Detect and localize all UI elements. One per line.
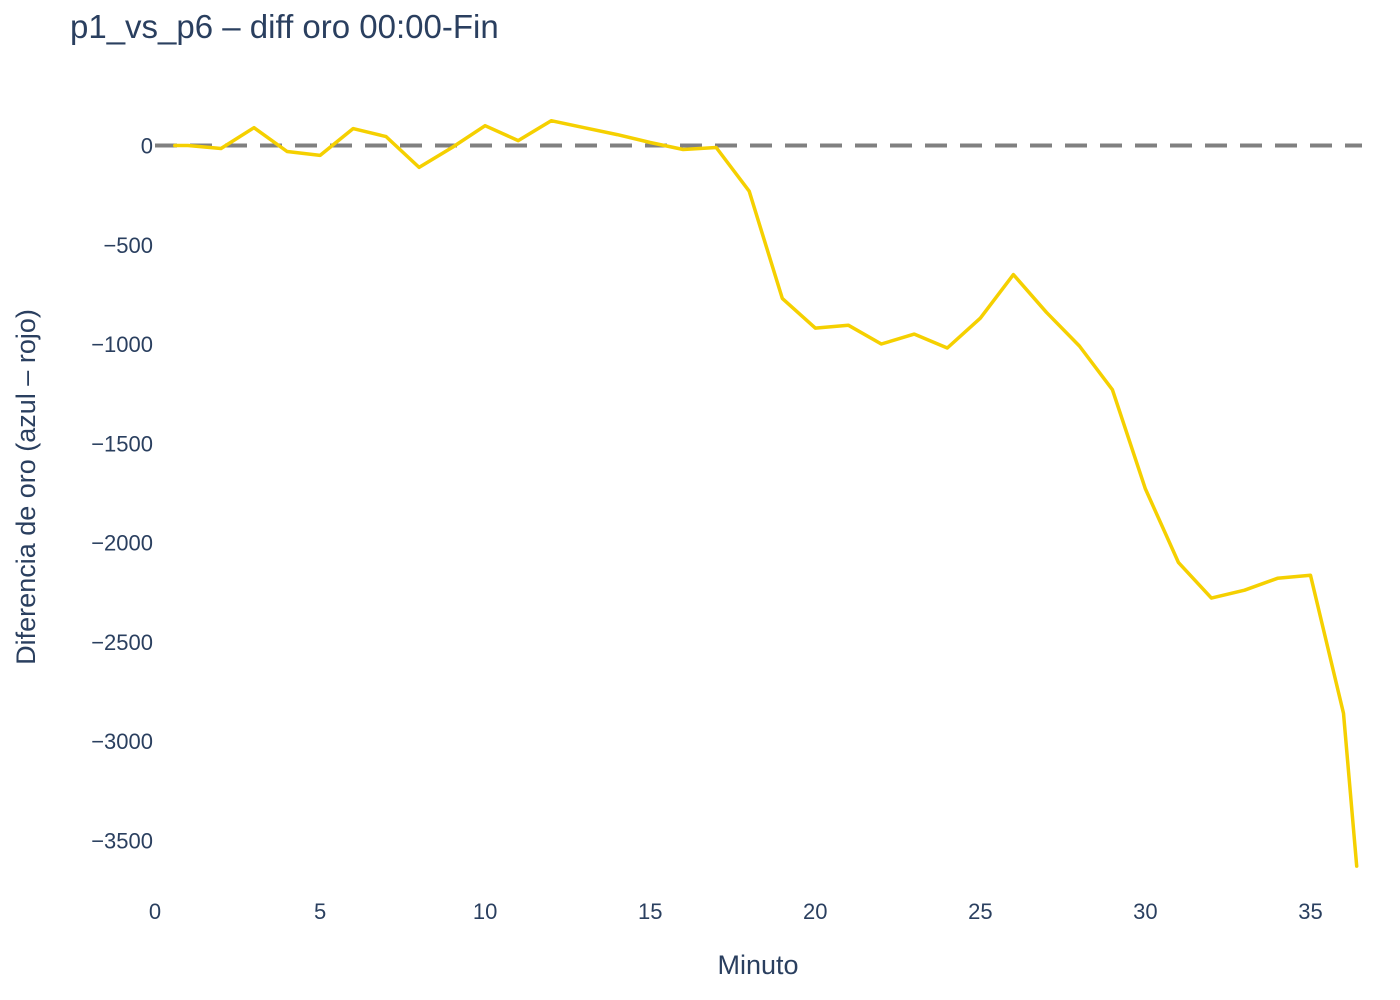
x-tick-label: 0: [149, 899, 161, 924]
x-tick-label: 35: [1298, 899, 1322, 924]
y-tick-label: −3500: [91, 828, 153, 853]
x-tick-label: 15: [638, 899, 662, 924]
x-tick-label: 10: [473, 899, 497, 924]
y-axis-title: Diferencia de oro (azul – rojo): [11, 309, 41, 665]
series-line-0: [173, 118, 1359, 868]
x-axis-title: Minuto: [717, 950, 798, 980]
x-tick-label: 25: [968, 899, 992, 924]
x-axis-ticks: 0 5 10 15 20 25 30 35: [149, 899, 1323, 924]
y-tick-label: −1500: [91, 431, 153, 456]
y-tick-label: −2000: [91, 531, 153, 556]
y-tick-label: −2500: [91, 630, 153, 655]
y-axis-ticks: 0 −500 −1000 −1500 −2000 −2500 −3000 −3500: [91, 134, 153, 854]
series-group: [173, 118, 1359, 868]
y-tick-label: −500: [103, 233, 153, 258]
chart-title: p1_vs_p6 – diff oro 00:00-Fin: [70, 8, 499, 45]
y-tick-label: −3000: [91, 729, 153, 754]
x-tick-label: 30: [1133, 899, 1157, 924]
y-tick-label: 0: [141, 134, 153, 159]
x-tick-label: 20: [803, 899, 827, 924]
x-tick-label: 5: [314, 899, 326, 924]
y-tick-label: −1000: [91, 332, 153, 357]
